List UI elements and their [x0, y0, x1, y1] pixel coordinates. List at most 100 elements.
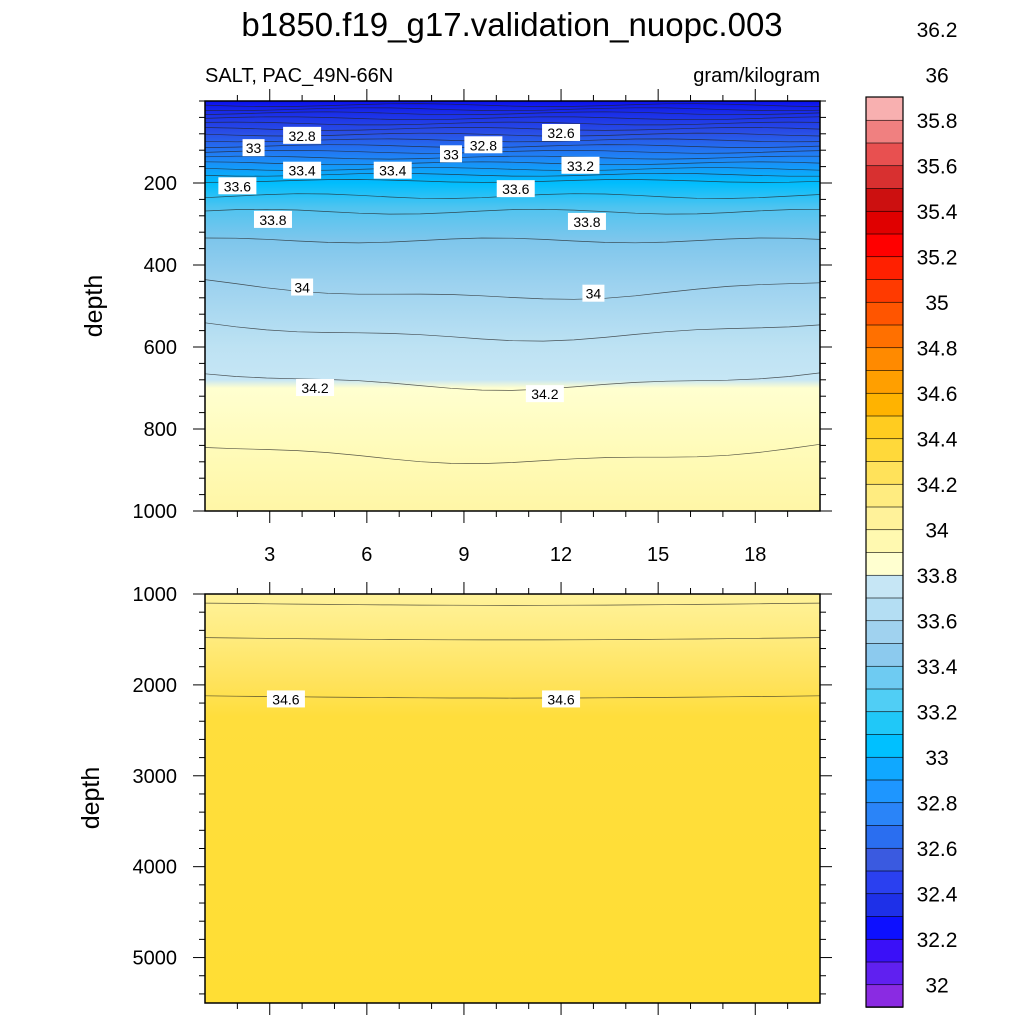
contour-line — [204, 695, 821, 699]
contour-label-box — [266, 690, 305, 708]
colorbar-swatch — [865, 801, 904, 826]
contour-label: 33.2 — [567, 158, 594, 174]
x-tick-label: 3 — [264, 544, 275, 566]
contour-label-box — [567, 212, 606, 230]
colorbar-swatch — [865, 642, 904, 667]
colorbar-tick-label: 33.4 — [917, 656, 958, 679]
contour-label-box — [542, 690, 581, 708]
contour-label: 32.6 — [547, 125, 574, 141]
contour-line — [204, 155, 820, 160]
contour-line — [204, 602, 821, 606]
units-label: gram/kilogram — [693, 65, 820, 87]
colorbar-swatch — [865, 983, 904, 1008]
colorbar-tick-label: 34.4 — [917, 428, 958, 451]
colorbar-frame — [865, 96, 904, 1008]
contour-line — [204, 322, 821, 342]
contour-line — [204, 208, 821, 215]
colorbar-tick-label: 35.2 — [917, 246, 958, 269]
contour-label: 32.8 — [470, 137, 497, 153]
contour-label-box — [253, 210, 292, 228]
colorbar-tick-label: 32.6 — [917, 838, 958, 861]
colorbar-swatch — [865, 164, 904, 189]
colorbar-swatch — [865, 460, 904, 485]
colorbar-tick-label: 36 — [925, 64, 948, 87]
contour-label: 33.6 — [224, 178, 251, 194]
colorbar-tick-label: 34.2 — [917, 474, 958, 497]
y-tick-label: 800 — [144, 419, 177, 441]
x-tick-label: 9 — [458, 544, 469, 566]
lower-panel-fill — [205, 594, 820, 1003]
colorbar-swatch — [865, 278, 904, 303]
colorbar-swatch — [865, 437, 904, 462]
contour-label: 33 — [443, 146, 459, 162]
colorbar-swatch — [865, 551, 904, 576]
contour-label-box — [296, 379, 335, 396]
colorbar-swatch — [865, 255, 904, 280]
upper-panel: 32.8 33 33 32.8 32.6 33.2 33.4 33.4 33.6 33.6 33.8… — [80, 89, 832, 566]
lower-depth-axis-title: depth — [77, 767, 105, 830]
contour-line — [204, 121, 821, 126]
colorbar-swatch — [865, 506, 904, 531]
colorbar-tick-label: 34 — [925, 519, 949, 542]
colorbar-swatch — [865, 119, 904, 144]
colorbar-tick-label: 35.4 — [917, 201, 958, 224]
contour-label-box — [291, 278, 314, 296]
colorbar-tick-label: 35.8 — [917, 110, 958, 133]
lower-contour-lines — [204, 602, 821, 699]
y-tick-label: 5000 — [133, 948, 178, 970]
contour-label: 33.4 — [379, 163, 406, 179]
colorbar-swatch — [865, 892, 904, 917]
colorbar-swatch — [865, 779, 904, 804]
lower-panel-frame — [204, 593, 821, 1004]
colorbar-swatch — [865, 870, 904, 895]
colorbar-swatch — [865, 619, 904, 644]
y-tick-label: 600 — [144, 337, 177, 359]
colorbar-swatch — [865, 938, 904, 963]
colorbar-tick-label: 32.4 — [917, 883, 958, 906]
chart-title: b1850.f19_g17.validation_nuopc.003 — [241, 6, 782, 43]
y-tick-label: 1000 — [133, 501, 178, 523]
contour-label-box — [242, 139, 265, 157]
colorbar-swatch — [865, 483, 904, 508]
colorbar-swatch — [865, 392, 904, 417]
y-tick-label: 1000 — [133, 584, 178, 606]
lower-axis-ticks: 1000 2000 3000 4000 5000 — [133, 582, 832, 1015]
colorbar-swatch — [865, 415, 904, 440]
colorbar-swatch — [865, 369, 904, 394]
colorbar-tick-label: 32.2 — [917, 929, 958, 952]
colorbar: 32 32.2 32.4 32.6 32.8 33 33.2 33.4 33.6 33.8 34 34… — [865, 19, 958, 1008]
contour-line — [204, 443, 821, 464]
lower-panel: 34.6 34.6 1000 2000 3000 4000 5000 depth — [77, 582, 832, 1015]
contour-label-box — [525, 385, 564, 403]
colorbar-swatch — [865, 528, 904, 553]
colorbar-swatch — [865, 710, 904, 735]
colorbar-tick-label: 33.8 — [917, 565, 958, 588]
x-tick-label: 15 — [647, 544, 669, 566]
contour-label: 34 — [294, 280, 310, 296]
contour-label: 32.8 — [288, 128, 315, 144]
colorbar-swatch — [865, 665, 904, 690]
contour-label: 33.6 — [502, 181, 529, 197]
contour-label: 33 — [246, 140, 262, 156]
x-tick-label: 12 — [550, 544, 572, 566]
colorbar-swatch — [865, 142, 904, 167]
contour-label: 33.4 — [288, 163, 315, 179]
upper-panel-frame — [204, 100, 821, 512]
x-tick-label: 18 — [744, 544, 766, 566]
colorbar-swatch — [865, 233, 904, 258]
variable-region-label: SALT, PAC_49N-66N — [205, 65, 393, 87]
contour-label: 33.8 — [259, 212, 286, 228]
colorbar-swatch — [865, 346, 904, 371]
colorbar-tick-label: 34.6 — [917, 383, 958, 406]
colorbar-swatch — [865, 961, 904, 986]
contour-line — [204, 111, 821, 116]
colorbar-swatch — [865, 597, 904, 622]
contour-line — [204, 144, 821, 148]
y-tick-label: 200 — [144, 173, 177, 195]
upper-contour-labels: 32.8 33 33 32.8 32.6 33.2 33.4 33.4 33.6 33.6 33.8… — [218, 123, 606, 403]
contour-label-box — [561, 156, 600, 174]
colorbar-tick-label: 33.6 — [917, 610, 958, 633]
upper-depth-axis-title: depth — [80, 275, 108, 338]
colorbar-swatch — [865, 210, 904, 235]
